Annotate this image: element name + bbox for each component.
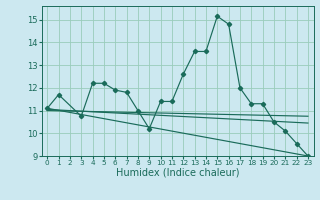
X-axis label: Humidex (Indice chaleur): Humidex (Indice chaleur) <box>116 168 239 178</box>
